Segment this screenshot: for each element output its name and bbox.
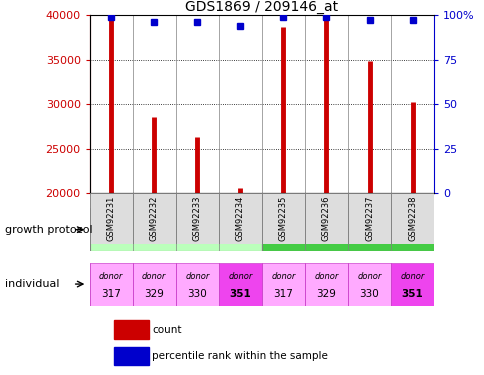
Text: 329: 329 [144, 288, 164, 298]
FancyBboxPatch shape [90, 208, 261, 251]
Text: 317: 317 [101, 288, 121, 298]
Text: donor: donor [357, 272, 381, 281]
Text: 351: 351 [401, 288, 423, 298]
Text: 317: 317 [273, 288, 293, 298]
Text: GSM92232: GSM92232 [150, 196, 158, 241]
Text: 330: 330 [359, 288, 378, 298]
FancyBboxPatch shape [133, 193, 175, 244]
Text: GSM92234: GSM92234 [235, 196, 244, 241]
FancyBboxPatch shape [261, 262, 304, 306]
FancyBboxPatch shape [175, 193, 218, 244]
FancyBboxPatch shape [261, 193, 304, 244]
FancyBboxPatch shape [133, 262, 175, 306]
FancyBboxPatch shape [218, 193, 261, 244]
Text: donor: donor [142, 272, 166, 281]
Bar [114, 346, 149, 365]
Text: donor: donor [314, 272, 338, 281]
FancyBboxPatch shape [90, 193, 133, 244]
Text: GSM92233: GSM92233 [193, 196, 201, 241]
Text: 329: 329 [316, 288, 336, 298]
Text: percentile rank within the sample: percentile rank within the sample [152, 351, 328, 361]
Text: donor: donor [271, 272, 295, 281]
Text: donor: donor [185, 272, 209, 281]
Text: growth protocol: growth protocol [5, 225, 92, 235]
Text: count: count [152, 325, 182, 335]
Text: passage 1: passage 1 [144, 223, 207, 236]
Text: GSM92231: GSM92231 [106, 196, 116, 241]
Text: 330: 330 [187, 288, 207, 298]
Bar [114, 320, 149, 339]
Text: donor: donor [99, 272, 123, 281]
FancyBboxPatch shape [90, 262, 133, 306]
FancyBboxPatch shape [218, 262, 261, 306]
FancyBboxPatch shape [175, 262, 218, 306]
FancyBboxPatch shape [347, 262, 390, 306]
Text: GSM92236: GSM92236 [321, 196, 330, 241]
FancyBboxPatch shape [347, 193, 390, 244]
FancyBboxPatch shape [390, 262, 433, 306]
FancyBboxPatch shape [304, 262, 347, 306]
Text: passage 3: passage 3 [316, 223, 379, 236]
Text: 351: 351 [229, 288, 251, 298]
FancyBboxPatch shape [261, 208, 433, 251]
Text: donor: donor [399, 272, 424, 281]
FancyBboxPatch shape [304, 193, 347, 244]
Text: individual: individual [5, 279, 59, 289]
Text: GSM92238: GSM92238 [407, 196, 416, 241]
FancyBboxPatch shape [390, 193, 433, 244]
Text: GSM92237: GSM92237 [364, 196, 373, 241]
Text: GSM92235: GSM92235 [278, 196, 287, 241]
Text: donor: donor [227, 272, 252, 281]
Title: GDS1869 / 209146_at: GDS1869 / 209146_at [185, 0, 338, 14]
